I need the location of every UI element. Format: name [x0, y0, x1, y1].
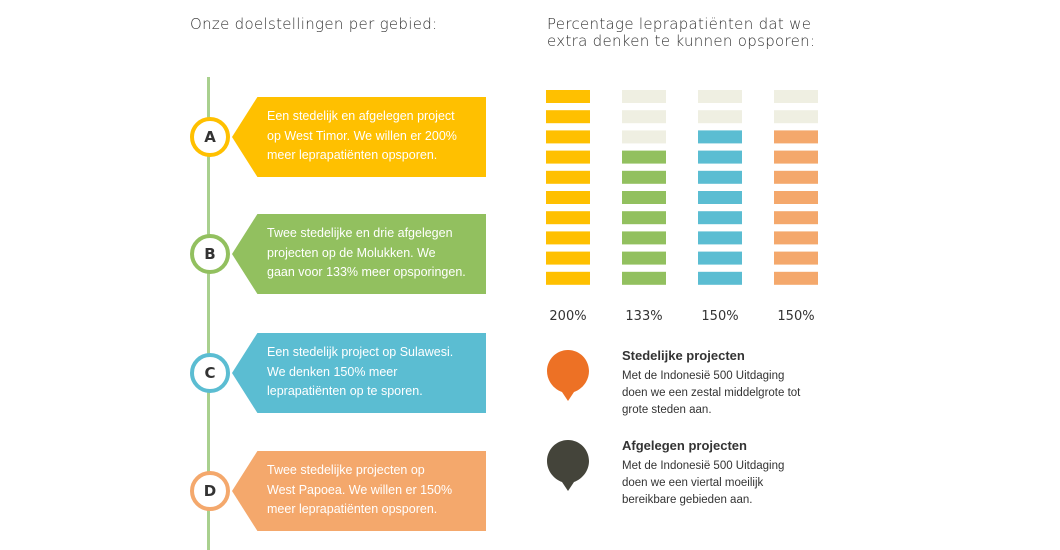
- bar-segment-b: [622, 211, 666, 225]
- bar-segment-d: [774, 211, 818, 225]
- pin-shape: [547, 440, 589, 491]
- goal-badge: C: [190, 353, 230, 393]
- bar-segment-a: [546, 211, 590, 225]
- goal-text: Een stedelijk project op Sulawesi. We de…: [267, 343, 480, 402]
- legend-line: Met de Indonesië 500 Uitdaging: [622, 370, 785, 382]
- bar-segment-c: [698, 90, 742, 103]
- bar-segment-c: [698, 231, 742, 245]
- dark-pin-icon: [547, 440, 589, 491]
- goal-letter: C: [204, 364, 216, 382]
- goal-text-line: leprapatiënten op te sporen.: [267, 384, 423, 398]
- bar-segment-b: [622, 170, 666, 184]
- bar-segment-c: [698, 130, 742, 144]
- goals-heading: Onze doelstellingen per gebied:: [190, 15, 438, 33]
- bar-segment-c: [698, 271, 742, 285]
- bar-segment-a: [546, 130, 590, 144]
- bar-segment-a: [546, 231, 590, 245]
- bar-segment-c: [698, 191, 742, 204]
- goal-text-line: Een stedelijk en afgelegen project: [267, 109, 455, 123]
- bar-segment-d: [774, 251, 818, 265]
- bar-segment-d: [774, 191, 818, 204]
- bar-segment-b: [622, 130, 666, 144]
- legend-urban: Stedelijke projecten Met de Indonesië 50…: [546, 348, 846, 418]
- bar-segment-d: [774, 271, 818, 285]
- goal-letter: A: [204, 128, 216, 146]
- bar-segment-a: [546, 170, 590, 184]
- bar-segment-a: [546, 191, 590, 204]
- legend-title: Stedelijke projecten: [622, 348, 745, 363]
- bar-segment-d: [774, 150, 818, 164]
- bar-segment-b: [622, 90, 666, 103]
- bar-segment-a: [546, 251, 590, 265]
- goal-badge: B: [190, 234, 230, 274]
- bar-segment-d: [774, 130, 818, 144]
- goal-callout: Een stedelijk project op Sulawesi. We de…: [232, 333, 486, 413]
- legend-description: Met de Indonesië 500 Uitdaging doen we e…: [622, 368, 800, 419]
- bar-segment-c: [698, 170, 742, 184]
- orange-pin-icon: [547, 350, 589, 401]
- legend-line: grote steden aan.: [622, 404, 712, 416]
- bar-segment-b: [622, 231, 666, 245]
- goal-a: A Een stedelijk en afgelegen project op …: [190, 97, 486, 177]
- goal-text-line: Twee stedelijke projecten op: [267, 463, 425, 477]
- bar-segment-a: [546, 150, 590, 164]
- bar-value-label: 150%: [777, 309, 814, 324]
- bar-segment-a: [546, 90, 590, 103]
- goal-text: Twee stedelijke en drie afgelegen projec…: [267, 224, 480, 283]
- legend-description: Met de Indonesië 500 Uitdaging doen we e…: [622, 458, 784, 509]
- bar-segment-d: [774, 90, 818, 103]
- goal-text-line: We denken 150% meer: [267, 364, 398, 379]
- legend-line: Met de Indonesië 500 Uitdaging: [622, 460, 785, 472]
- legend-title: Afgelegen projecten: [622, 438, 747, 453]
- bar-segment-c: [698, 150, 742, 164]
- bar-segment-b: [622, 110, 666, 124]
- goal-text-line: op West Timor. We willen er 200%: [267, 128, 457, 143]
- bar-segment-a: [546, 110, 590, 124]
- goal-text-line: gaan voor 133% meer opsporingen.: [267, 265, 466, 279]
- legend-remote: Afgelegen projecten Met de Indonesië 500…: [546, 438, 846, 508]
- bar-value-label: 150%: [701, 309, 738, 324]
- bar-value-label: 200%: [549, 309, 586, 324]
- bar-segment-d: [774, 110, 818, 124]
- bar-segment-c: [698, 110, 742, 124]
- bar-segment-c: [698, 251, 742, 265]
- legend-line: doen we een zestal middelgrote tot: [622, 387, 801, 399]
- pin-shape: [547, 350, 589, 401]
- goal-text: Twee stedelijke projecten op West Papoea…: [267, 461, 480, 520]
- chart-heading: Percentage leprapatiënten dat we extra d…: [547, 16, 815, 50]
- bar-segment-c: [698, 211, 742, 225]
- bar-segment-b: [622, 251, 666, 265]
- goal-text-line: meer leprapatiënten opsporen.: [267, 502, 438, 516]
- goal-c: C Een stedelijk project op Sulawesi. We …: [190, 333, 486, 413]
- goal-d: D Twee stedelijke projecten op West Papo…: [190, 451, 486, 531]
- chart-heading-line: extra denken te kunnen opsporen:: [547, 32, 816, 50]
- goal-text-line: Twee stedelijke en drie afgelegen: [267, 226, 453, 240]
- legend-line: doen we een viertal moeilijk: [622, 477, 764, 489]
- legend-line: bereikbare gebieden aan.: [622, 494, 753, 506]
- bar-value-label: 133%: [625, 309, 662, 324]
- goal-callout: Twee stedelijke en drie afgelegen projec…: [232, 214, 486, 294]
- goal-text-line: Een stedelijk project op Sulawesi.: [267, 345, 454, 359]
- goal-badge: D: [190, 471, 230, 511]
- goal-text-line: West Papoea. We willen er 150%: [267, 482, 453, 497]
- bar-segment-b: [622, 191, 666, 204]
- goal-text: Een stedelijk en afgelegen project op We…: [267, 107, 480, 166]
- goal-callout: Twee stedelijke projecten op West Papoea…: [232, 451, 486, 531]
- bar-segment-a: [546, 271, 590, 285]
- goal-letter: D: [203, 482, 217, 500]
- goal-letter: B: [204, 245, 216, 263]
- bar-segment-b: [622, 150, 666, 164]
- goal-text-line: projecten op de Molukken. We: [267, 245, 436, 260]
- timeline-line: [207, 77, 210, 550]
- goal-callout: Een stedelijk en afgelegen project op We…: [232, 97, 486, 177]
- goal-text-line: meer leprapatiënten opsporen.: [267, 148, 438, 162]
- chart-heading-line: Percentage leprapatiënten dat we: [547, 15, 812, 33]
- bar-segment-d: [774, 170, 818, 184]
- bar-segment-d: [774, 231, 818, 245]
- bar-segment-b: [622, 271, 666, 285]
- goal-b: B Twee stedelijke en drie afgelegen proj…: [190, 214, 486, 294]
- goal-badge: A: [190, 117, 230, 157]
